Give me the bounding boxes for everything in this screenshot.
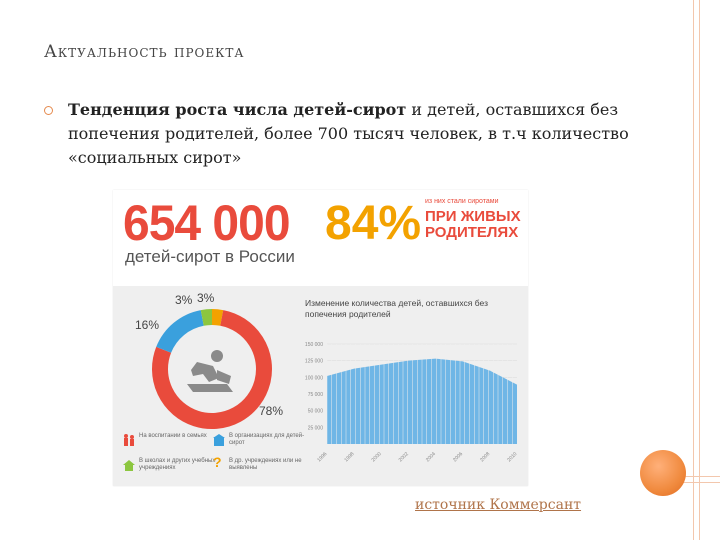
donut-segment	[211, 309, 224, 326]
decorative-border-line	[699, 0, 700, 540]
bullet-text-rest: и детей, оставшихся без попечения родите…	[68, 100, 629, 167]
x-tick-label: 2006	[452, 451, 464, 463]
bullet-text: Тенденция роста числа детей-сирот и дете…	[68, 98, 668, 170]
donut-segment	[200, 309, 213, 326]
percent-value: 84%	[325, 197, 422, 250]
x-tick-label: 2004	[425, 451, 437, 463]
legend-schools: В школах и других учебных учреждениях	[139, 458, 216, 471]
orphans-subtitle: детей-сирот в России	[125, 247, 295, 266]
y-tick-label: 50 000	[308, 409, 324, 415]
legend-family: На воспитании в семьях	[139, 433, 207, 439]
x-tick-label: 2002	[398, 451, 410, 463]
y-tick-label: 150 000	[305, 342, 323, 348]
donut-segment	[156, 310, 205, 354]
donut-label-3b: 3%	[197, 291, 215, 305]
decorative-border-line	[693, 0, 694, 540]
orphans-count: 654 000	[123, 195, 291, 252]
y-tick-label: 25 000	[308, 425, 324, 431]
source-link[interactable]: источник Коммерсант	[415, 497, 582, 513]
y-tick-label: 125 000	[305, 359, 323, 365]
percent-caption-line1: ПРИ ЖИВЫХ	[425, 208, 521, 225]
donut-chart	[152, 309, 272, 429]
building-icon	[213, 433, 225, 446]
y-tick-label: 100 000	[305, 375, 323, 381]
percent-caption-line2: РОДИТЕЛЯХ	[425, 224, 519, 241]
x-tick-label: 1996	[316, 451, 328, 463]
percent-caption-big: ПРИ ЖИВЫХ РОДИТЕЛЯХ	[425, 209, 525, 241]
question-icon: ?	[213, 454, 222, 470]
donut-label-3a: 3%	[175, 293, 193, 307]
child-silhouette-icon	[187, 350, 233, 392]
family-icon	[123, 433, 135, 446]
decorative-border-line	[650, 482, 720, 483]
bullet-circle-icon	[44, 106, 53, 115]
x-tick-label: 1998	[343, 451, 355, 463]
slide-title: Актуальность проекта	[44, 42, 245, 62]
donut-label-78: 78%	[259, 404, 284, 418]
bullet-text-bold: Тенденция роста числа детей-сирот	[68, 100, 407, 119]
legend-organizations: В организациях для детей-сирот	[229, 433, 305, 446]
legend-other: В др. учреждениях или не выявлены	[229, 458, 302, 471]
donut-label-16: 16%	[135, 318, 160, 332]
x-tick-label: 2010	[506, 451, 518, 463]
x-tick-label: 2008	[479, 451, 491, 463]
school-icon	[123, 458, 135, 471]
donut-segment	[152, 310, 272, 429]
x-tick-label: 2000	[371, 451, 383, 463]
chart-title: Изменение количества детей, оставшихся б…	[305, 298, 488, 319]
percent-caption-small: из них стали сиротами	[425, 198, 499, 205]
y-tick-label: 75 000	[308, 392, 324, 398]
decorative-orange-circle	[640, 450, 686, 496]
area-chart: 150 000 125 000 100 000 75 000 50 000 25 000 1…	[305, 342, 519, 463]
infographic: 654 000 детей-сирот в России 84% из них …	[113, 190, 528, 486]
